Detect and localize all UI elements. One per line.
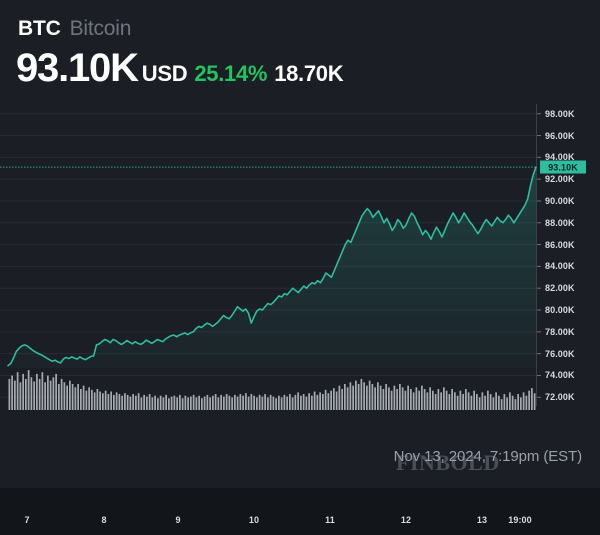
x-axis-tick-label: 11 [325, 515, 335, 525]
y-axis-tick-label: 96.00K [545, 130, 575, 141]
price-area-fill [8, 167, 536, 368]
y-axis-tick-label: 80.00K [545, 305, 575, 316]
price-line [7, 166, 537, 367]
asset-name: Bitcoin [69, 17, 132, 40]
chart-footer: Nov 13, 2024, 7:19pm (EST) [0, 438, 600, 488]
x-axis-tick-label: 10 [248, 515, 260, 525]
y-axis-tick-label: 76.00K [545, 348, 575, 359]
chart-header: BTC Bitcoin 93.10K USD 25.14% 18.70K [0, 0, 600, 100]
current-price-badge: 93.10K [540, 160, 586, 174]
x-axis-tick-label: 19:00 [508, 515, 532, 525]
x-axis-labels: 7 8 9 10 11 12 13 19:00 [0, 515, 600, 535]
y-axis-tick-label: 84.00K [545, 261, 575, 272]
price-row: 93.10K USD 25.14% 18.70K [16, 46, 344, 90]
x-axis-tick-label: 13 [476, 515, 488, 525]
y-axis-tick-label: 72.00K [545, 392, 575, 403]
price-chart-svg [0, 104, 541, 410]
ticker-symbol: BTC [18, 17, 61, 40]
currency-label: USD [141, 61, 188, 86]
y-axis-tick-label: 92.00K [545, 174, 575, 185]
finbold-watermark: FINBOLD [396, 450, 500, 475]
ticker-row: BTC Bitcoin [18, 18, 131, 39]
y-axis-tick-label: 94.00K [545, 152, 575, 163]
y-axis-tick-label: 82.00K [545, 283, 575, 294]
change-absolute: 18.70K [274, 61, 344, 86]
y-axis-tick-label: 78.00K [545, 326, 575, 337]
current-price: 93.10K [16, 46, 139, 90]
y-axis-tick-label: 88.00K [545, 217, 575, 228]
x-axis-tick-label: 9 [175, 515, 181, 525]
y-axis-tick-label: 98.00K [545, 108, 575, 119]
y-axis-tick-label: 90.00K [545, 195, 575, 206]
change-percent: 25.14% [194, 61, 268, 86]
timestamp-label: Nov 13, 2024, 7:19pm (EST) [393, 448, 582, 465]
current-price-badge-label: 93.10K [548, 162, 578, 173]
y-axis-tick-label: 86.00K [545, 239, 575, 250]
volume-bars [8, 370, 536, 410]
x-axis-tick-label: 12 [400, 515, 412, 525]
y-axis-tick-label: 74.00K [545, 370, 575, 381]
x-axis-tick-label: 8 [101, 515, 107, 525]
chart-plot-area[interactable]: 98.00K 96.00K 94.00K 92.00K 90.00K 88.00K 86.0… [0, 100, 600, 525]
x-axis-tick-label: 7 [24, 515, 30, 525]
